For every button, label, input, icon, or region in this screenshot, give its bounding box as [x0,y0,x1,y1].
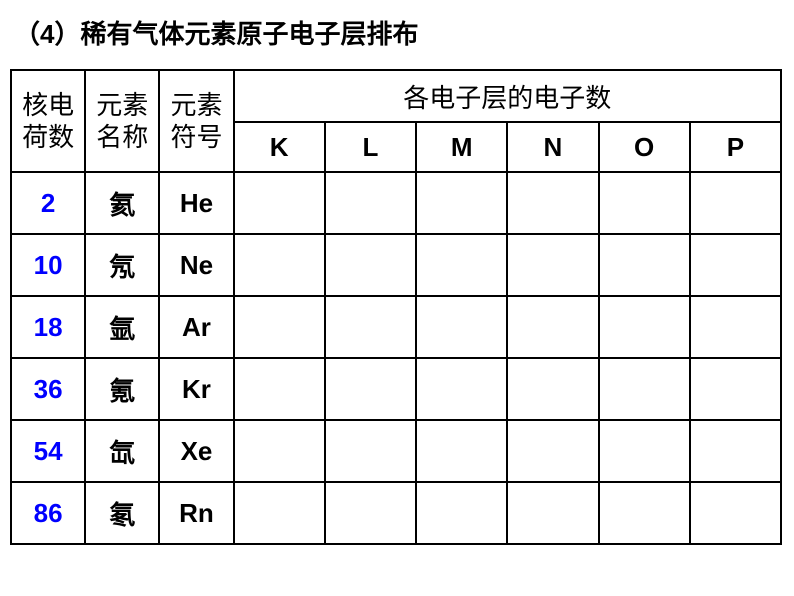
cell-charge: 2 [11,172,85,234]
cell-symbol: Kr [159,358,233,420]
header-shell-m: M [416,122,507,172]
cell-shell-o [599,296,690,358]
header-charge-line2: 荷数 [22,122,74,152]
cell-shell-k [234,358,325,420]
cell-shell-n [507,234,598,296]
cell-shell-k [234,420,325,482]
cell-shell-n [507,482,598,544]
header-element-name: 元素 名称 [85,70,159,172]
table-row: 2 氦 He [11,172,781,234]
cell-name: 氩 [85,296,159,358]
cell-shell-k [234,482,325,544]
cell-shell-k [234,234,325,296]
noble-gas-table: 核电 荷数 元素 名称 元素 符号 各电子层的电子数 K L M N O P 2… [10,69,782,545]
cell-shell-p [690,482,781,544]
cell-shell-m [416,172,507,234]
header-element-symbol: 元素 符号 [159,70,233,172]
cell-shell-n [507,420,598,482]
header-nuclear-charge: 核电 荷数 [11,70,85,172]
cell-shell-m [416,482,507,544]
cell-symbol: Ar [159,296,233,358]
cell-shell-m [416,358,507,420]
table-body: 2 氦 He 10 氖 Ne 18 氩 Ar [11,172,781,544]
header-electron-shells-span: 各电子层的电子数 [234,70,781,122]
cell-shell-k [234,172,325,234]
cell-symbol: Xe [159,420,233,482]
cell-shell-o [599,482,690,544]
cell-shell-l [325,482,416,544]
cell-shell-l [325,172,416,234]
cell-shell-l [325,420,416,482]
cell-shell-n [507,296,598,358]
cell-charge: 10 [11,234,85,296]
cell-shell-m [416,296,507,358]
cell-shell-l [325,296,416,358]
header-shell-p: P [690,122,781,172]
cell-shell-l [325,234,416,296]
cell-shell-p [690,172,781,234]
cell-charge: 18 [11,296,85,358]
cell-name: 氙 [85,420,159,482]
cell-charge: 54 [11,420,85,482]
cell-shell-p [690,296,781,358]
cell-shell-o [599,420,690,482]
table-row: 36 氪 Kr [11,358,781,420]
cell-shell-m [416,420,507,482]
table-row: 54 氙 Xe [11,420,781,482]
header-name-line1: 元素 [96,90,148,120]
cell-shell-o [599,234,690,296]
cell-symbol: Rn [159,482,233,544]
cell-shell-k [234,296,325,358]
header-charge-line1: 核电 [22,90,74,120]
cell-shell-n [507,358,598,420]
header-symbol-line2: 符号 [170,122,222,152]
table-row: 86 氡 Rn [11,482,781,544]
cell-symbol: Ne [159,234,233,296]
cell-shell-m [416,234,507,296]
cell-shell-l [325,358,416,420]
header-shell-n: N [507,122,598,172]
table-row: 10 氖 Ne [11,234,781,296]
header-symbol-line1: 元素 [170,90,222,120]
cell-shell-p [690,234,781,296]
cell-name: 氖 [85,234,159,296]
cell-shell-n [507,172,598,234]
cell-shell-o [599,358,690,420]
header-shell-l: L [325,122,416,172]
cell-name: 氪 [85,358,159,420]
section-title: （4）稀有气体元素原子电子层排布 [14,14,784,51]
header-shell-o: O [599,122,690,172]
cell-shell-o [599,172,690,234]
cell-charge: 36 [11,358,85,420]
cell-name: 氡 [85,482,159,544]
header-shell-k: K [234,122,325,172]
cell-name: 氦 [85,172,159,234]
cell-symbol: He [159,172,233,234]
cell-charge: 86 [11,482,85,544]
cell-shell-p [690,358,781,420]
cell-shell-p [690,420,781,482]
table-row: 18 氩 Ar [11,296,781,358]
header-name-line2: 名称 [96,122,148,152]
